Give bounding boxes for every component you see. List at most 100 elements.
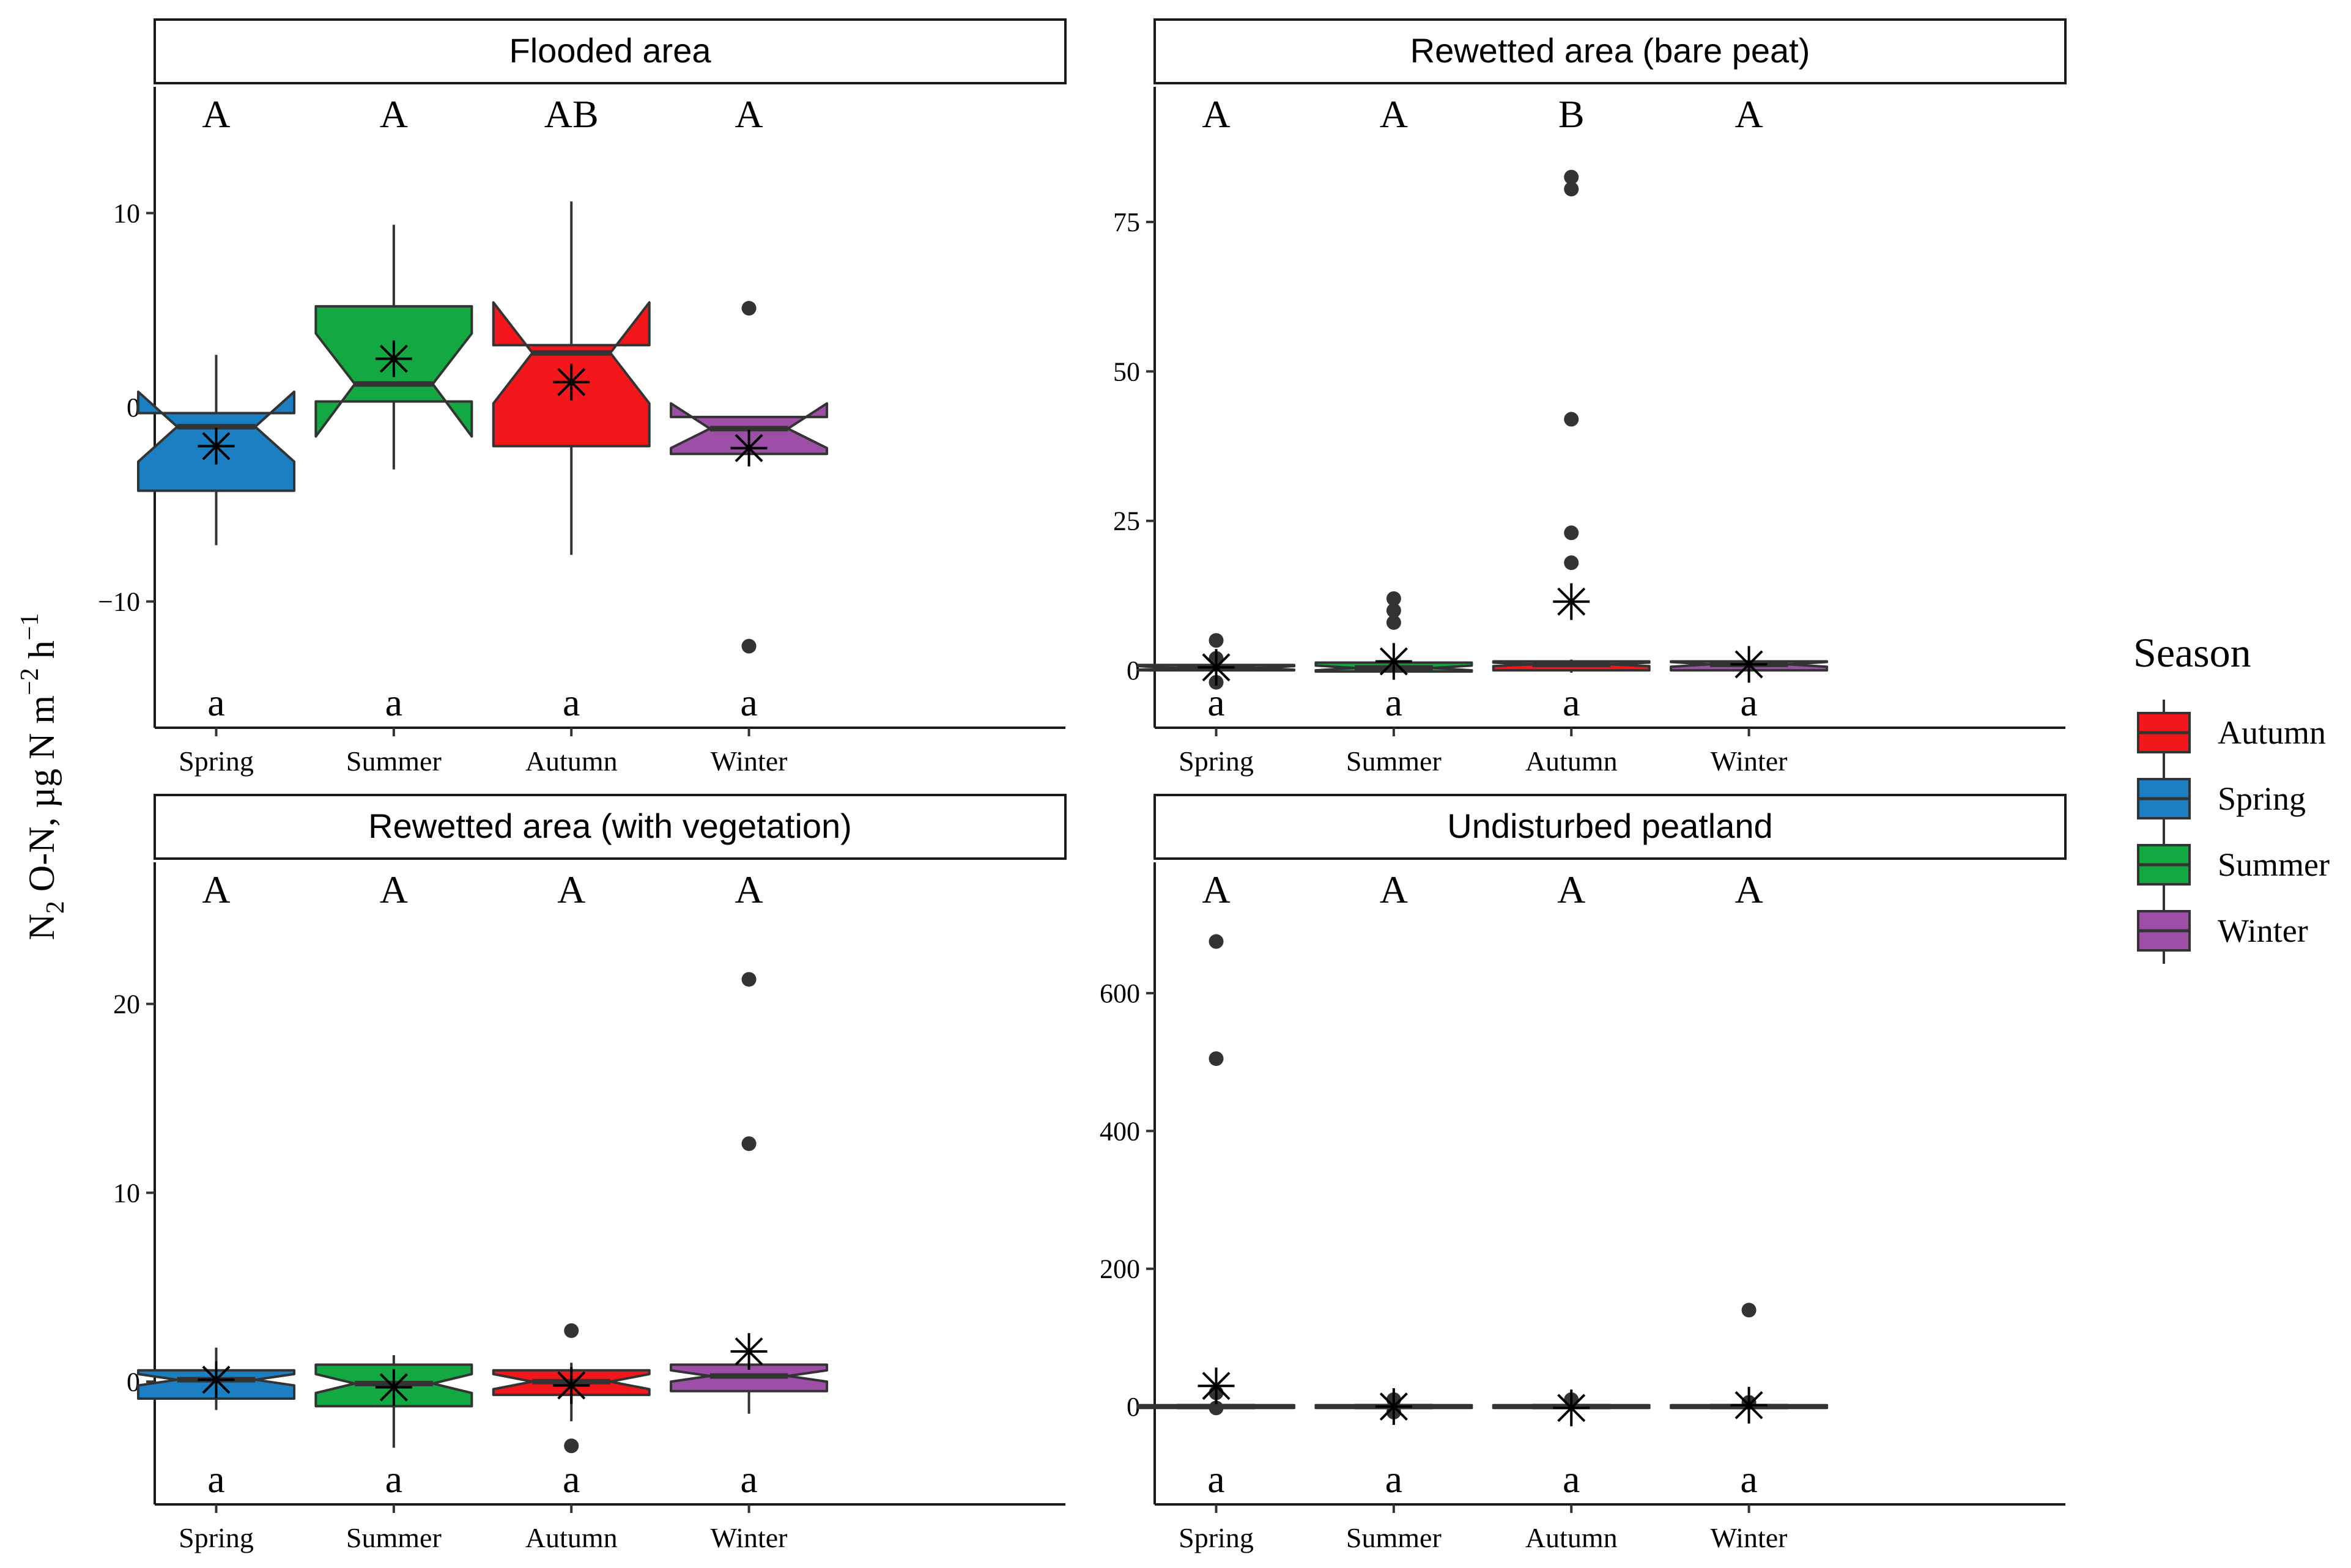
box-autumn [1492,169,1651,673]
x-tick-label: Autumn [525,1522,618,1553]
y-tick-label: 25 [1113,506,1140,536]
mean-marker [730,429,768,467]
lower-significance-letter: a [1740,681,1757,724]
outlier-point [564,1438,579,1454]
box-spring [1137,934,1296,1416]
legend-entry-winter: Winter [2137,898,2308,964]
legend-entry-summer: Summer [2137,832,2330,898]
upper-significance-letter: A [202,92,230,136]
outlier-point [1564,412,1579,427]
legend-label: Autumn [2218,714,2326,751]
mean-marker [1730,1386,1768,1424]
mean-stroke [735,1337,763,1366]
upper-significance-letter: A [202,868,230,911]
y-tick-label: 0 [1127,1392,1140,1422]
outlier-point [1564,525,1579,541]
mean-stroke [1202,1372,1231,1400]
mean-stroke [1557,1394,1586,1422]
y-axis-label: N2 O-N, µg N m−2 h−1 [16,613,70,941]
outlier-point [1564,169,1579,185]
box-summer [1314,591,1473,680]
mean-marker [198,1361,235,1399]
upper-significance-letter: A [380,868,408,911]
upper-significance-letter: A [735,92,763,136]
lower-significance-letter: a [385,1457,402,1501]
x-tick-label: Winter [1711,1522,1788,1553]
outlier-point [1564,555,1579,571]
outlier-point [1564,182,1579,197]
mean-stroke [1379,1392,1408,1421]
panel-title: Rewetted area (with vegetation) [368,807,852,845]
lower-significance-letter: a [563,681,580,724]
y-tick-label: 75 [1113,207,1140,237]
y-tick-label: 200 [1100,1254,1140,1284]
x-tick-label: Summer [346,1522,442,1553]
x-tick-label: Autumn [525,745,618,777]
y-tick-label: 400 [1100,1116,1140,1146]
legend-entry-spring: Spring [2137,766,2306,832]
box-winter [1670,1303,1829,1424]
legend-title: Season [2133,629,2251,676]
mean-marker [553,363,590,401]
mean-marker [1730,646,1768,683]
x-tick-label: Spring [179,745,254,777]
y-tick-label: 0 [127,1367,140,1397]
box-summer [314,224,473,470]
panel-4: Undisturbed peatland 0 200 400 600 Spring Aa Su… [1100,794,2067,1553]
outlier-point [564,1323,579,1338]
outlier-point [1209,934,1224,949]
panel-title: Flooded area [509,31,711,70]
x-tick-label: Spring [1179,1522,1254,1553]
box-autumn [1492,1389,1651,1427]
outlier-point [741,972,757,987]
upper-significance-letter: A [1202,92,1230,136]
box-spring [137,355,296,545]
panel-title: Rewetted area (bare peat) [1410,31,1810,70]
mean-stroke [735,434,763,462]
panel-2: Rewetted area (bare peat) 0 25 50 75 Spring Aa… [1113,18,2067,777]
outlier-point [1386,591,1401,606]
y-tick-label: 0 [127,393,140,423]
mean-stroke [557,1371,586,1400]
mean-stroke [1379,647,1408,676]
mean-marker [375,1369,412,1406]
x-tick-label: Autumn [1525,745,1618,777]
x-tick-label: Summer [1346,745,1442,777]
x-tick-label: Spring [1179,745,1254,777]
panel-strip [1153,794,2067,860]
lower-significance-letter: a [563,1457,580,1501]
mean-marker [375,340,412,377]
outlier-point [1386,603,1401,618]
lower-significance-letter: a [1563,681,1580,724]
x-tick-label: Winter [711,1522,788,1553]
outlier-point [1741,1303,1757,1318]
mean-marker [1375,643,1412,680]
panel-1: Flooded area −10 0 10 Spring Aa Summer Aa Autumn… [98,18,1067,777]
x-tick-label: Spring [179,1522,254,1553]
x-tick-label: Summer [346,745,442,777]
mean-stroke [1735,650,1763,679]
box-spring [1137,633,1296,690]
lower-significance-letter: a [1207,1457,1224,1501]
box-summer [314,1355,473,1448]
outlier-point [741,638,757,654]
lower-significance-letter: a [740,681,757,724]
legend-entry-autumn: Autumn [2137,700,2326,766]
y-tick-label: 0 [1127,656,1140,686]
upper-significance-letter: A [380,92,408,136]
lower-significance-letter: a [385,681,402,724]
panel-3: Rewetted area (with vegetation) 0 10 20 Spri… [113,794,1067,1553]
mean-stroke [202,432,231,460]
mean-marker [553,1367,590,1404]
mean-marker [1198,1367,1235,1405]
mean-marker [1553,1389,1590,1427]
mean-stroke [202,1366,231,1394]
mean-stroke [1202,653,1231,682]
upper-significance-letter: A [557,868,585,911]
mean-marker [1375,1388,1412,1426]
y-tick-label: 10 [113,1178,140,1208]
upper-significance-letter: B [1558,92,1585,136]
y-tick-label: 600 [1100,978,1140,1008]
upper-significance-letter: A [735,868,763,911]
